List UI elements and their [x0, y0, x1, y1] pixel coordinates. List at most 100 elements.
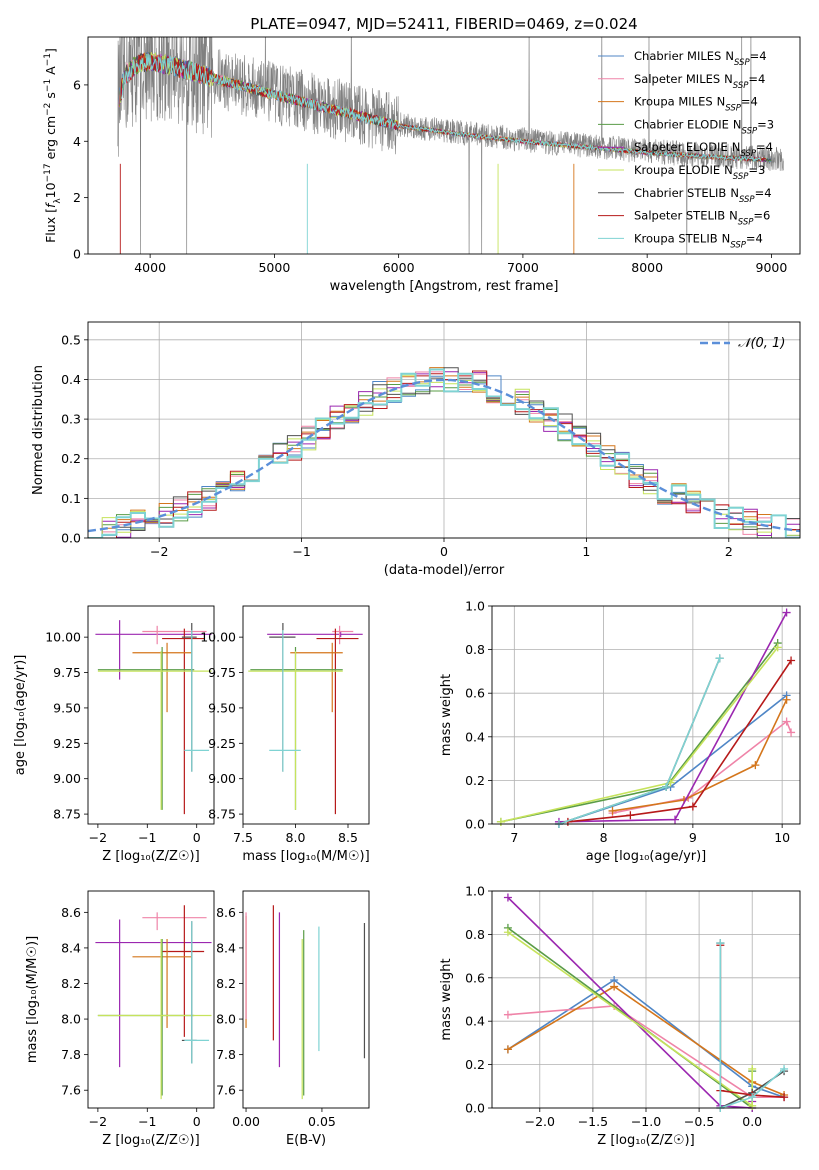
- mass-weight-point: [626, 811, 635, 820]
- mass-weight-point: [782, 717, 791, 726]
- y-tick-label: 8.4: [216, 940, 236, 955]
- y-axis-label-part: erg cm: [43, 116, 58, 164]
- y-tick-label: 9.00: [208, 771, 236, 786]
- mass-weight-line: [507, 979, 785, 1098]
- legend-series-name: Chabrier ELODIE: [634, 117, 729, 131]
- y-tick-label: 0.5: [61, 332, 81, 347]
- age-vs-mass-frame: [242, 605, 370, 825]
- legend-entry: Kroupa ELODIE NSSP=3: [634, 163, 765, 182]
- legend-subscript: SSP: [739, 195, 755, 205]
- y-tick-label: 9.50: [53, 700, 81, 715]
- mass-weight-point: [716, 939, 725, 948]
- mass-weight-point: [748, 1093, 757, 1102]
- x-tick-label: 8: [600, 830, 608, 845]
- mass-weight-line: [500, 642, 779, 823]
- y-tick-label: 9.75: [208, 665, 236, 680]
- y-axis-label-part: −1: [43, 53, 53, 66]
- x-tick-label: 0: [440, 544, 448, 559]
- y-axis-label-part: 10: [43, 182, 58, 198]
- x-axis-label: age [log₁₀(age/yr)]: [586, 849, 707, 864]
- legend-entry: Kroupa MILES NSSP=4: [634, 95, 758, 114]
- x-tick-label: 7000: [507, 260, 539, 275]
- y-axis-label: mass weight: [439, 674, 454, 756]
- legend-entry: Salpeter STELIB NSSP=6: [634, 209, 770, 228]
- legend-nssp: 4: [756, 231, 763, 245]
- mass-weight-line: [507, 985, 785, 1096]
- x-tick-label: 8000: [631, 260, 663, 275]
- legend-nssp: 4: [758, 72, 765, 86]
- legend-subscript: SSP: [740, 149, 756, 159]
- legend-entry: Kroupa STELIB NSSP=4: [634, 231, 763, 250]
- mass-weight-line: [507, 1005, 785, 1098]
- model-spectrum: [120, 53, 762, 163]
- x-axis-label: (data-model)/error: [384, 563, 505, 578]
- legend-series-name: Chabrier MILES: [634, 49, 721, 63]
- y-tick-label: 0.3: [61, 412, 81, 427]
- y-tick-label: 7.6: [216, 1083, 236, 1098]
- x-axis-label: Z [log₁₀(Z/Z☉)]: [102, 1133, 199, 1148]
- y-tick-label: 10.00: [45, 630, 81, 645]
- y-tick-label: 0.0: [465, 1101, 485, 1116]
- mass-vs-Z-frame: [87, 890, 215, 1109]
- y-tick-label: 0: [73, 247, 81, 262]
- y-tick-label: 10.00: [200, 630, 236, 645]
- y-axis-label-part: A: [43, 66, 58, 79]
- mass-weight-point: [787, 728, 796, 737]
- legend-subscript: SSP: [725, 104, 741, 114]
- mass-weight-point: [503, 928, 512, 937]
- y-axis-label-part: −1: [43, 79, 53, 92]
- y-axis-label-part: f: [43, 202, 58, 208]
- legend-entry: Salpeter ELODIE NSSP=4: [634, 140, 773, 159]
- y-tick-label: 8.0: [216, 1012, 236, 1027]
- legend-entry: Chabrier MILES NSSP=4: [634, 49, 767, 68]
- y-tick-label: 7.8: [61, 1047, 81, 1062]
- mass-weight-line: [558, 694, 788, 824]
- x-tick-label: 0.00: [232, 1114, 260, 1129]
- mass-weight-line: [612, 720, 792, 814]
- y-tick-label: 8.6: [61, 905, 81, 920]
- mass-weight-line: [558, 657, 721, 824]
- y-tick-label: 8.75: [53, 807, 81, 822]
- mass-weight-point: [715, 654, 724, 663]
- mass-weight-point: [780, 1064, 789, 1073]
- mass-weight-point: [780, 1093, 789, 1102]
- y-tick-label: 0.1: [61, 491, 81, 506]
- x-tick-label: −2.0: [525, 1114, 555, 1129]
- legend-entry: Chabrier STELIB NSSP=4: [634, 186, 772, 205]
- x-axis-label: mass [log₁₀(M/M☉)]: [242, 849, 369, 864]
- x-tick-label: 5000: [258, 260, 290, 275]
- x-tick-label: −1: [138, 830, 156, 845]
- x-tick-label: 9000: [756, 260, 788, 275]
- legend-series-name: Kroupa MILES: [634, 95, 713, 109]
- legend-series-name: Kroupa ELODIE: [634, 163, 720, 177]
- x-tick-label: −2: [150, 544, 168, 559]
- mass-weight-point: [748, 1101, 757, 1110]
- age-vs-Z-axes: −2 −1 0 8.75 9.00 9.25 9.50 9.75 10.00 Z [log₁₀(Z…: [13, 630, 201, 864]
- y-axis-label: mass weight: [439, 958, 454, 1040]
- y-tick-label: 9.50: [208, 700, 236, 715]
- x-tick-label: −1.5: [578, 1114, 608, 1129]
- mass-weight-point: [608, 806, 617, 815]
- y-axis-label: age [log₁₀(age/yr)]: [13, 655, 28, 776]
- y-axis-label-part: s: [43, 92, 58, 103]
- x-tick-label: 0.05: [308, 1114, 336, 1129]
- x-tick-label: 10: [774, 830, 790, 845]
- mass-weight-line: [558, 657, 721, 824]
- x-tick-label: 0.0: [742, 1114, 762, 1129]
- y-axis-label: Normed distribution: [31, 365, 46, 495]
- x-tick-label: 7.5: [233, 830, 253, 845]
- mass-weight-line: [612, 699, 788, 812]
- x-tick-label: 6000: [383, 260, 415, 275]
- y-axis-label: Flux [fλ10−17 erg cm−2 s−1 A−1]: [43, 48, 63, 243]
- x-axis-label: E(B-V): [286, 1133, 326, 1148]
- mass-weight-point: [503, 1010, 512, 1019]
- x-tick-label: −2: [89, 1114, 107, 1129]
- mass-weight-line: [507, 896, 753, 1108]
- mass-weight-point: [751, 761, 760, 770]
- y-tick-label: 0.2: [465, 1057, 485, 1072]
- mass-weight-point: [748, 1064, 757, 1073]
- y-axis-label-part: Flux [: [43, 208, 58, 243]
- age-vs-mass-axes: 7.5 8.0 8.5 8.75 9.00 9.25 9.50 9.75 10.00 mass […: [200, 630, 369, 864]
